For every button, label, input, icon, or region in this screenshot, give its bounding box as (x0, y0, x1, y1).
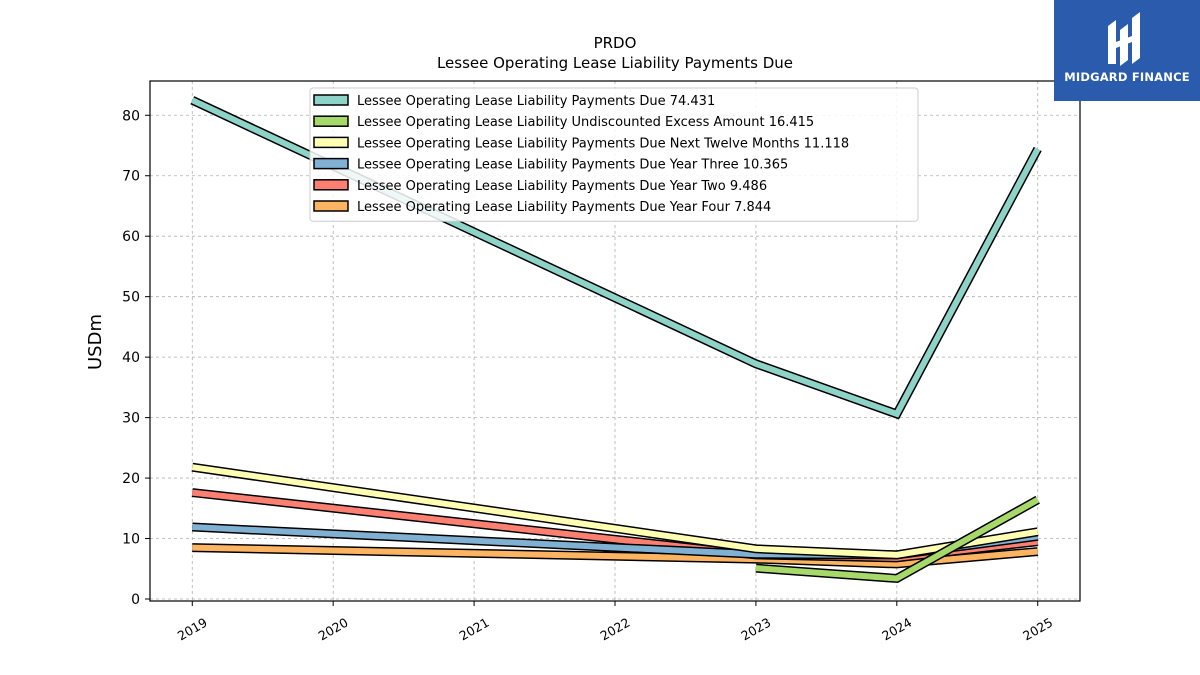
y-tick-label: 10 (122, 532, 140, 548)
legend-entry: Lessee Operating Lease Liability Undisco… (357, 115, 814, 130)
x-tick-label: 2023 (738, 615, 773, 644)
legend-entry: Lessee Operating Lease Liability Payment… (357, 136, 849, 151)
legend-swatch (313, 136, 349, 149)
y-tick-label: 40 (122, 350, 140, 366)
legend-swatch (313, 157, 349, 170)
y-tick-label: 20 (122, 471, 140, 487)
series-line (192, 544, 1038, 567)
x-tick-label: 2024 (879, 615, 914, 644)
x-tick-label: 2020 (316, 615, 351, 644)
legend-entry: Lessee Operating Lease Liability Payment… (357, 94, 715, 109)
x-tick-label: 2021 (457, 615, 492, 644)
x-tick-label: 2019 (175, 615, 210, 644)
legend-entry: Lessee Operating Lease Liability Payment… (357, 158, 788, 173)
legend-swatch (313, 179, 349, 191)
brand-name: MIDGARD FINANCE (1064, 70, 1190, 84)
legend-entry: Lessee Operating Lease Liability Payment… (357, 200, 771, 215)
y-tick-label: 80 (122, 108, 140, 124)
y-tick-label: 70 (122, 169, 140, 185)
legend-entry: Lessee Operating Lease Liability Payment… (357, 179, 767, 194)
legend: Lessee Operating Lease Liability Payment… (309, 87, 919, 222)
legend-swatch (313, 94, 349, 106)
legend-swatch (313, 200, 349, 212)
mh-monogram-icon (1108, 12, 1140, 66)
legend-swatch (313, 115, 349, 127)
series-line (191, 97, 1041, 418)
chart-title: PRDO (594, 34, 637, 52)
y-tick-label: 50 (122, 290, 140, 306)
x-tick-label: 2022 (597, 615, 632, 644)
y-axis-label: USDm (85, 314, 106, 370)
x-tick-label: 2025 (1020, 615, 1055, 644)
chart-subtitle: Lessee Operating Lease Liability Payment… (437, 54, 793, 72)
legend-box (309, 87, 919, 222)
y-tick-label: 60 (122, 229, 140, 245)
series-line (755, 497, 1040, 582)
y-tick-label: 0 (131, 592, 140, 608)
y-tick-label: 30 (122, 411, 140, 427)
series-lines (190, 96, 1042, 584)
brand-logo: MIDGARD FINANCE (1054, 0, 1200, 101)
